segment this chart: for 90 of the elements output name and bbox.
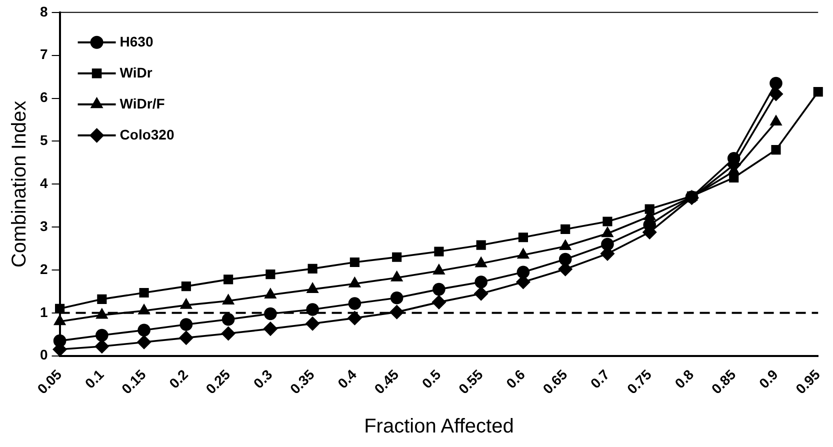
point (602, 216, 612, 226)
point (95, 340, 109, 354)
y-tick-label: 8 (40, 3, 48, 20)
x-axis-title: Fraction Affected (364, 416, 514, 438)
point (306, 316, 320, 331)
point (474, 276, 488, 288)
x-tick-label: 0.6 (502, 366, 528, 392)
point (560, 224, 570, 234)
point (771, 144, 781, 155)
point (54, 315, 66, 326)
point (602, 227, 614, 238)
point (392, 252, 402, 262)
point (518, 232, 528, 242)
y-tick-label: 4 (40, 174, 48, 191)
point (516, 266, 530, 279)
point (348, 311, 362, 325)
y-tick-label: 1 (40, 304, 48, 320)
point (180, 318, 193, 331)
y-axis-title: Combination Index (8, 100, 31, 268)
point (264, 322, 278, 336)
legend-label: WiDr/F (120, 95, 166, 112)
x-tick-label: 0.25 (202, 366, 234, 397)
x-tick-label: 0.55 (455, 366, 486, 397)
point (264, 288, 276, 299)
x-tick-label: 0.95 (792, 366, 824, 397)
point (221, 326, 236, 340)
point (348, 297, 362, 310)
point (97, 294, 107, 304)
x-tick-label: 0.9 (756, 366, 781, 392)
x-tick-label: 0.3 (250, 366, 276, 392)
point (685, 190, 698, 204)
point (391, 271, 402, 282)
x-tick-label: 0.2 (166, 366, 192, 392)
y-tick-label: 0 (40, 346, 48, 363)
y-tick-label: 3 (40, 218, 48, 234)
x-tick-label: 0.65 (540, 366, 570, 397)
point (308, 264, 318, 274)
point (560, 240, 572, 250)
point (770, 76, 782, 90)
point (432, 295, 446, 310)
point (96, 328, 108, 342)
legend-label: Colo320 (120, 126, 174, 142)
x-tick-label: 0.15 (118, 366, 150, 397)
x-tick-label: 0.45 (371, 366, 402, 397)
point (770, 115, 782, 126)
point (181, 282, 191, 292)
point (558, 252, 572, 266)
x-tick-label: 0.5 (418, 366, 444, 392)
x-tick-label: 0.85 (708, 366, 739, 397)
x-tick-label: 0.05 (34, 366, 65, 397)
point (179, 330, 194, 345)
point (475, 257, 487, 268)
y-tick-label: 7 (40, 46, 48, 62)
point (350, 257, 360, 268)
point (518, 248, 529, 259)
point (306, 282, 318, 293)
point (813, 87, 823, 97)
point (306, 303, 319, 316)
point (222, 312, 235, 326)
x-tick-label: 0.8 (672, 366, 697, 392)
point (476, 240, 486, 250)
y-tick-label: 2 (40, 260, 48, 277)
point (601, 238, 614, 251)
point (433, 264, 445, 274)
point (434, 246, 444, 256)
point (224, 274, 234, 284)
x-tick-label: 0.4 (334, 366, 360, 392)
y-tick-label: 5 (40, 132, 48, 148)
point (432, 282, 446, 296)
x-tick-label: 0.35 (286, 366, 318, 397)
point (139, 288, 149, 298)
legend-label: H630 (120, 33, 154, 50)
point (474, 286, 488, 301)
x-tick-label: 0.75 (624, 366, 655, 397)
point (137, 335, 151, 350)
point (222, 294, 234, 305)
x-tick-label: 0.7 (587, 366, 612, 392)
point (96, 308, 108, 319)
x-tick-label: 0.1 (82, 366, 107, 392)
point (138, 324, 150, 336)
point (266, 269, 276, 280)
y-tick-label: 6 (40, 89, 48, 106)
point (54, 304, 65, 314)
point (390, 291, 404, 304)
point (53, 334, 66, 348)
point (180, 298, 192, 309)
point (349, 277, 360, 288)
point (390, 305, 404, 319)
point (644, 204, 654, 214)
legend-label: WiDr (120, 64, 153, 80)
